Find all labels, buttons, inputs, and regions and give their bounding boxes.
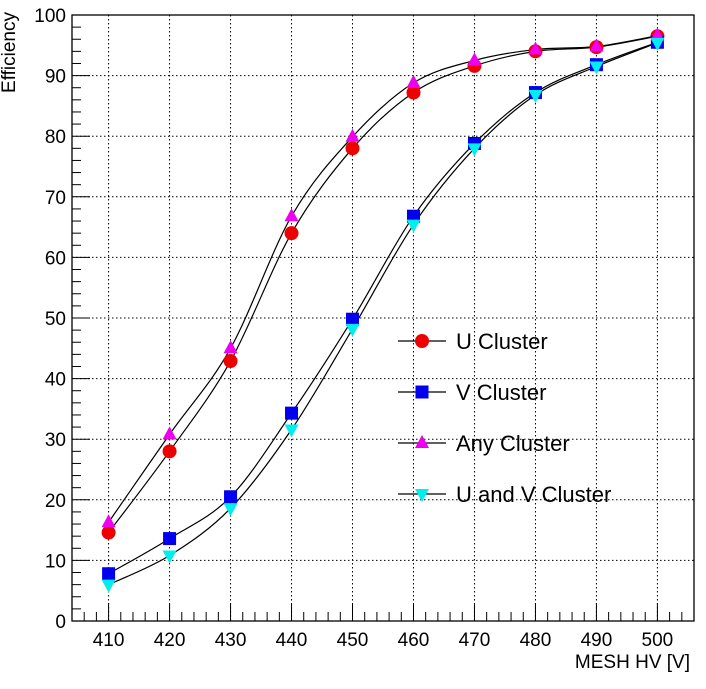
x-tick-label: 430	[215, 630, 247, 651]
x-tick-label: 500	[642, 630, 674, 651]
data-point	[406, 209, 420, 223]
data-point	[162, 444, 177, 459]
data-point	[406, 74, 421, 88]
legend-marker	[415, 385, 429, 399]
series-line	[108, 35, 658, 523]
data-point	[163, 532, 177, 546]
legend-marker	[415, 489, 429, 502]
legend-marker	[415, 334, 429, 348]
data-point	[467, 52, 482, 66]
legend-entry: Any Cluster	[398, 431, 570, 456]
legend-label: U Cluster	[456, 329, 548, 354]
x-tick-label: 470	[459, 630, 491, 651]
y-tick-label: 0	[55, 612, 66, 633]
data-point	[101, 579, 116, 593]
series-markers-any-cluster	[101, 27, 665, 528]
y-tick-label: 70	[45, 188, 66, 209]
legend-label: V Cluster	[456, 380, 546, 405]
data-point	[284, 226, 299, 241]
data-point	[285, 406, 299, 420]
axes: 410 420 430 440 450 460 470 480 490 500 0 10 20 30 40 5…	[34, 6, 695, 651]
y-tick-label: 90	[45, 67, 66, 88]
data-point	[406, 219, 421, 233]
data-point	[345, 128, 360, 142]
y-tick-label: 100	[34, 6, 66, 27]
x-tick-label: 440	[276, 630, 308, 651]
y-tick-label: 80	[45, 127, 66, 148]
series-markers-u-and-v-cluster	[101, 37, 665, 593]
y-axis-title: Efficiency	[0, 12, 20, 93]
y-tick-label: 50	[45, 309, 66, 330]
data-point	[528, 89, 543, 103]
data-point	[589, 38, 604, 52]
data-point	[467, 143, 482, 157]
data-point	[345, 141, 360, 156]
data-point	[284, 208, 299, 222]
data-point	[224, 490, 238, 504]
data-point	[346, 312, 360, 326]
data-point	[223, 340, 238, 354]
series-layer	[101, 27, 665, 593]
grid-lines	[72, 14, 694, 622]
data-point	[345, 323, 360, 337]
legend-label: U and V Cluster	[456, 482, 611, 507]
y-tick-label: 60	[45, 248, 66, 269]
data-point	[223, 503, 238, 517]
series-u-and-v-cluster	[108, 42, 658, 586]
legend: U Cluster V Cluster Any Cluster U and V Clu…	[398, 329, 611, 507]
y-tick-label: 10	[45, 551, 66, 572]
legend-entry: V Cluster	[398, 380, 546, 405]
x-tick-label: 420	[154, 630, 186, 651]
y-tick-label: 40	[45, 370, 66, 391]
series-any-cluster	[108, 35, 658, 523]
legend-entry: U and V Cluster	[398, 482, 611, 507]
x-tick-label: 460	[398, 630, 430, 651]
data-point	[406, 85, 421, 100]
y-tick-label: 30	[45, 430, 66, 451]
x-tick-label: 410	[93, 630, 125, 651]
data-point	[162, 550, 177, 564]
legend-entry: U Cluster	[398, 329, 548, 354]
data-point	[223, 354, 238, 369]
data-point	[102, 567, 116, 581]
x-axis-title: MESH HV [V]	[575, 652, 690, 673]
data-point	[284, 424, 299, 438]
data-point	[589, 61, 604, 75]
series-u-cluster	[108, 35, 658, 533]
series-line	[108, 42, 658, 586]
data-point	[162, 426, 177, 440]
data-point	[650, 27, 665, 41]
y-tick-label: 20	[45, 491, 66, 512]
data-point	[528, 41, 543, 55]
x-tick-label: 490	[581, 630, 613, 651]
series-line	[108, 35, 658, 533]
legend-label: Any Cluster	[456, 431, 570, 456]
series-line	[108, 41, 658, 575]
x-tick-label: 450	[337, 630, 369, 651]
data-point	[650, 37, 665, 51]
data-point	[101, 514, 116, 528]
x-tick-label: 480	[520, 630, 552, 651]
legend-marker	[415, 435, 429, 448]
series-v-cluster	[108, 41, 658, 575]
data-point	[101, 525, 116, 540]
